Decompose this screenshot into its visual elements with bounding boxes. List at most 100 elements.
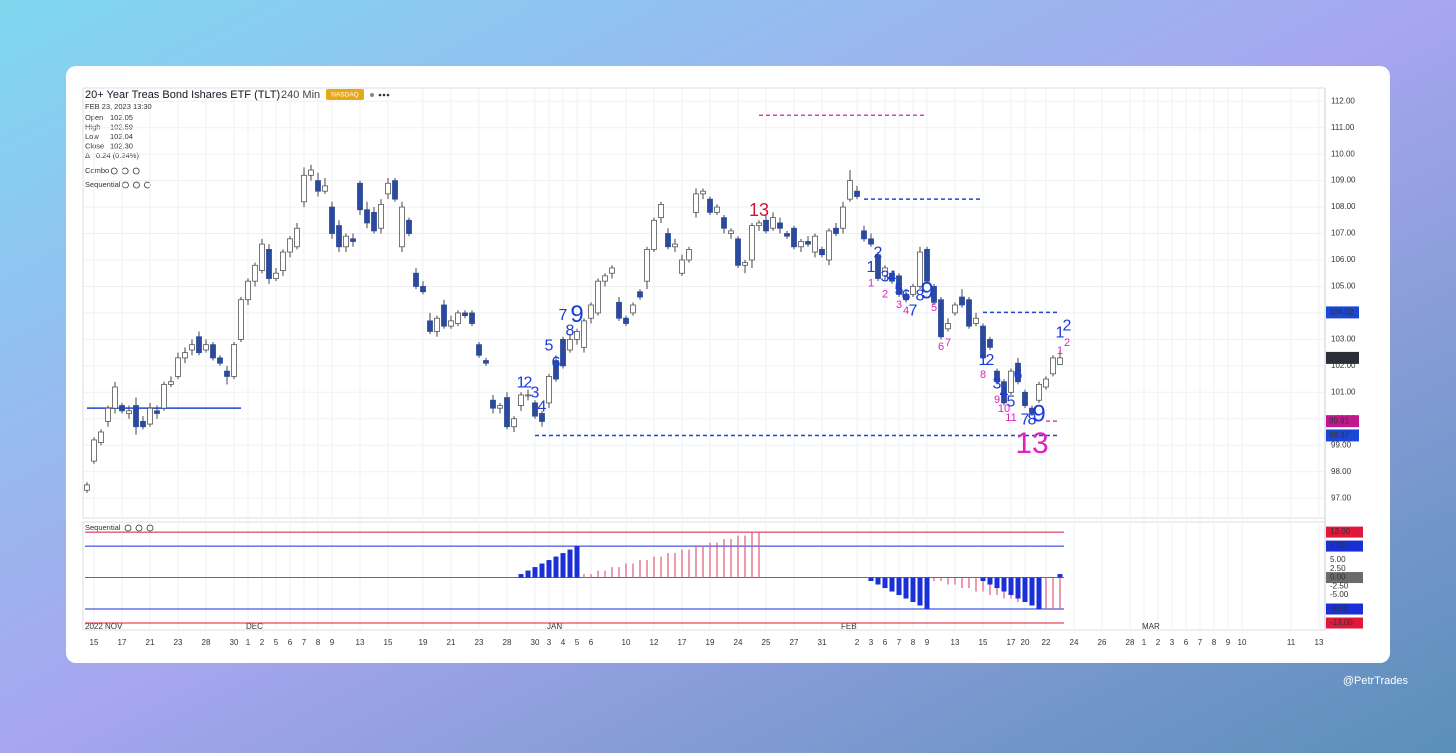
x-tick-label: 22 xyxy=(1042,638,1051,647)
x-tick-label: 9 xyxy=(330,638,335,647)
indicator-bar xyxy=(875,577,881,585)
watermark: @PetrTrades xyxy=(1343,675,1409,687)
candle-body xyxy=(364,209,370,224)
overlay-icon[interactable] xyxy=(133,181,140,189)
candle-body xyxy=(861,230,867,240)
candle-body xyxy=(357,182,363,211)
sequential-count: 8 xyxy=(566,323,575,340)
sequential-count: 13 xyxy=(749,200,769,220)
indicator-badge xyxy=(1326,572,1363,584)
month-label: FEB xyxy=(841,622,857,631)
x-tick-label: 6 xyxy=(589,638,594,647)
candle-body xyxy=(721,217,727,229)
candle-body xyxy=(1015,362,1021,383)
indicator-badge xyxy=(1326,540,1363,552)
indicator-icon[interactable] xyxy=(146,524,154,532)
candle-body xyxy=(1008,370,1014,393)
candle-body xyxy=(700,190,706,195)
candle-body xyxy=(749,225,755,261)
candle-body xyxy=(336,225,342,248)
candle-body xyxy=(385,182,391,195)
x-tick-label: 3 xyxy=(1170,638,1175,647)
x-tick-label: 10 xyxy=(622,638,631,647)
change-label: Δ xyxy=(85,151,90,160)
sequential-count: 5 xyxy=(931,302,937,314)
candle-body xyxy=(196,336,202,354)
candle-body xyxy=(777,222,783,229)
candle-body xyxy=(854,190,860,197)
candle-body xyxy=(105,407,111,422)
y-tick-label: 106.00 xyxy=(1331,255,1356,264)
candle-body xyxy=(630,304,636,314)
candle-body xyxy=(119,405,125,412)
candle-body xyxy=(259,243,265,271)
overlay-icon[interactable] xyxy=(132,167,140,175)
indicator-tick-label: -13.00 xyxy=(1330,618,1353,627)
candle-body xyxy=(308,169,314,176)
candle-body xyxy=(973,317,979,324)
candle-body xyxy=(651,219,657,250)
candle-body xyxy=(469,312,475,324)
indicator-icon[interactable] xyxy=(124,524,132,532)
sequential-count: 8 xyxy=(916,287,925,304)
sequential-count: 4 xyxy=(538,398,547,415)
x-tick-label: 20 xyxy=(1021,638,1030,647)
indicator-icon[interactable] xyxy=(135,524,143,532)
candle-body xyxy=(735,238,741,266)
candle-body xyxy=(175,357,181,377)
candle-body xyxy=(903,293,909,301)
candle-body xyxy=(427,320,433,332)
x-tick-label: 11 xyxy=(1287,638,1296,647)
menu-dot[interactable] xyxy=(382,93,386,97)
candle-body xyxy=(672,243,678,248)
indicator-tick-label: 5.00 xyxy=(1330,555,1346,564)
x-tick-label: 8 xyxy=(911,638,916,647)
y-tick-label: 103.00 xyxy=(1331,334,1356,343)
candle-body xyxy=(399,206,405,248)
indicator-bar xyxy=(567,549,573,578)
candle-body xyxy=(588,304,594,319)
candle-body xyxy=(987,338,993,348)
overlay-icon[interactable] xyxy=(110,167,118,175)
candle-body xyxy=(133,405,139,428)
indicator-badge xyxy=(1326,617,1363,629)
candle-body xyxy=(805,241,811,245)
x-tick-label: 21 xyxy=(146,638,155,647)
indicator-bar xyxy=(532,567,538,578)
candle-body xyxy=(693,193,699,213)
x-tick-label: 6 xyxy=(288,638,293,647)
x-tick-label: 1 xyxy=(246,638,251,647)
candle-body xyxy=(301,174,307,203)
candle-body xyxy=(966,299,972,327)
candle-body xyxy=(406,219,412,234)
ohlc-label: Close xyxy=(85,141,104,150)
candle-body xyxy=(343,235,349,248)
y-tick-label: 107.00 xyxy=(1331,229,1356,238)
month-label: DEC xyxy=(246,622,263,631)
price-badge-label: 104.02 xyxy=(1329,308,1354,317)
candle-body xyxy=(868,238,874,245)
sequential-count: 2 xyxy=(882,288,888,300)
x-tick-label: 7 xyxy=(897,638,902,647)
indicator-bar xyxy=(525,570,531,578)
candle-body xyxy=(245,280,251,301)
candle-body xyxy=(161,383,167,409)
candle-body xyxy=(350,238,356,242)
y-tick-label: 97.00 xyxy=(1331,493,1352,502)
sequential-count: 7 xyxy=(1021,411,1030,428)
sequential-count: 6 xyxy=(902,287,911,304)
indicator-badge xyxy=(1326,526,1363,538)
sequential-count: 9 xyxy=(994,394,1000,406)
sequential-count: 5 xyxy=(545,337,554,354)
candle-body xyxy=(525,394,531,397)
candle-body xyxy=(168,381,174,385)
x-tick-label: 17 xyxy=(118,638,127,647)
candle-body xyxy=(581,320,587,348)
candle-body xyxy=(945,323,951,330)
x-tick-label: 4 xyxy=(561,638,566,647)
y-tick-label: 101.00 xyxy=(1331,387,1356,396)
candle-body xyxy=(210,344,216,359)
x-tick-label: 23 xyxy=(475,638,484,647)
x-tick-label: 28 xyxy=(1126,638,1135,647)
